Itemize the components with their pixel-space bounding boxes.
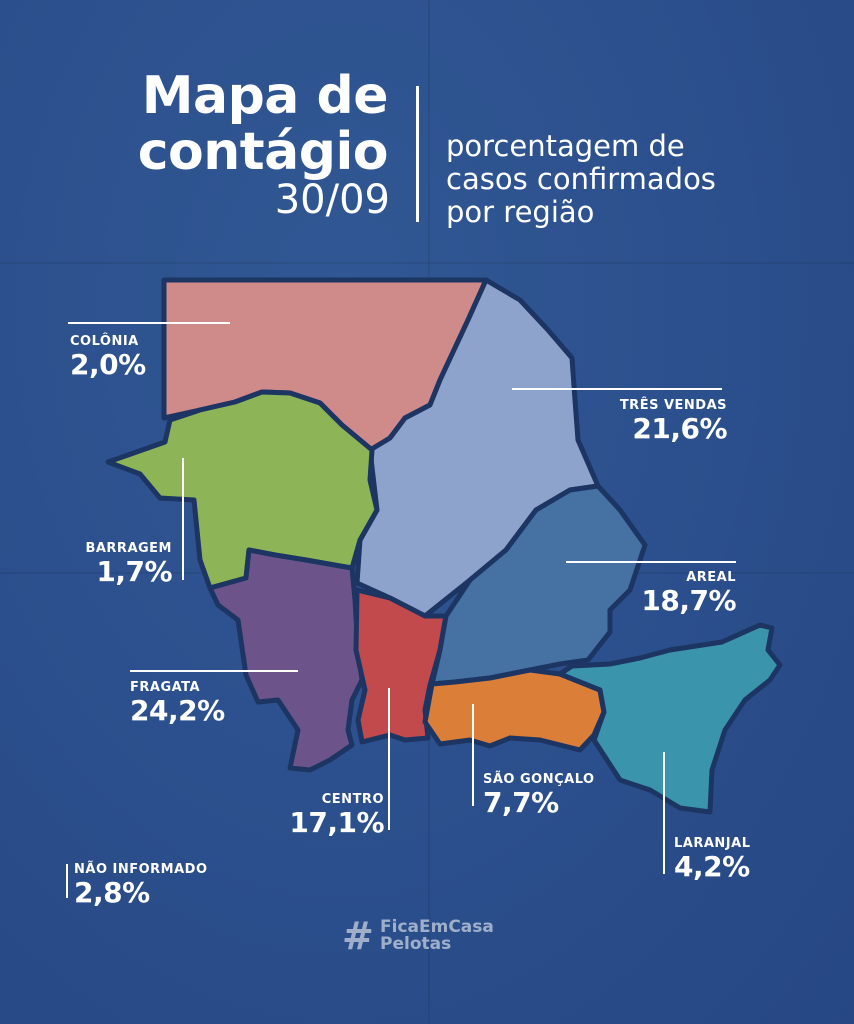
title-line-2: contágio	[137, 122, 389, 182]
region-fragata[interactable]	[207, 547, 365, 773]
label-areal-value: 18,7%	[641, 584, 736, 617]
label-sao-goncalo-name: SÃO GONÇALO	[483, 772, 595, 787]
label-sao-goncalo: SÃO GONÇALO 7,7%	[483, 772, 595, 818]
title-line-1: Mapa de	[141, 66, 389, 126]
label-laranjal: LARANJAL 4,2%	[674, 836, 750, 882]
hashtag-line-1: FicaEmCasa	[380, 917, 494, 937]
label-areal: AREAL 18,7%	[641, 570, 736, 616]
label-laranjal-value: 4,2%	[674, 850, 750, 883]
page-title: Mapa de contágio	[137, 66, 389, 182]
leader-line-centro	[388, 688, 390, 830]
date-label: 30/09	[274, 177, 390, 223]
region-laranjal[interactable]	[557, 622, 783, 815]
label-laranjal-name: LARANJAL	[674, 836, 751, 851]
leader-line-areal	[566, 561, 736, 563]
label-colonia-name: COLÔNIA	[70, 334, 139, 349]
label-nao-informado-value: 2,8%	[74, 876, 150, 909]
subtitle-line-1: porcentagem de	[446, 129, 685, 163]
leader-line-tres-vendas	[512, 388, 722, 390]
label-centro-value: 17,1%	[289, 806, 384, 839]
hashtag-line-2: Pelotas	[380, 934, 452, 954]
label-nao-informado-name: NÃO INFORMADO	[74, 862, 208, 877]
label-fragata-value: 24,2%	[130, 694, 225, 727]
leader-line-colonia	[68, 322, 230, 324]
label-nao-informado: NÃO INFORMADO 2,8%	[74, 862, 208, 908]
label-tres-vendas-name: TRÊS VENDAS	[619, 398, 727, 413]
leader-line-laranjal	[663, 752, 665, 874]
label-centro-name: CENTRO	[321, 792, 384, 807]
leader-line-barragem	[182, 458, 184, 580]
region-barragem[interactable]	[105, 389, 380, 591]
region-sao-goncalo[interactable]	[422, 667, 607, 753]
label-barragem-value: 1,7%	[96, 555, 172, 588]
label-sao-goncalo-value: 7,7%	[483, 786, 559, 819]
region-centro[interactable]	[353, 587, 449, 745]
label-fragata: FRAGATA 24,2%	[130, 680, 225, 726]
header-divider	[416, 86, 419, 222]
hash-icon: #	[342, 914, 374, 958]
label-areal-name: AREAL	[686, 570, 736, 585]
subtitle-line-3: por região	[446, 195, 595, 229]
label-barragem-name: BARRAGEM	[85, 541, 172, 556]
leader-line-fragata	[130, 670, 298, 672]
label-centro: CENTRO 17,1%	[289, 792, 384, 838]
label-tres-vendas-value: 21,6%	[632, 412, 727, 445]
label-colonia: COLÔNIA 2,0%	[70, 334, 146, 380]
label-barragem: BARRAGEM 1,7%	[85, 541, 172, 587]
paper-fold	[0, 262, 854, 264]
leader-line-sao-goncalo	[472, 704, 474, 806]
label-fragata-name: FRAGATA	[130, 680, 201, 695]
label-colonia-value: 2,0%	[70, 348, 146, 381]
subtitle-line-2: casos confirmados	[446, 162, 716, 196]
leader-line-nao-informado	[66, 864, 68, 898]
subtitle: porcentagem de casos confirmados por reg…	[446, 130, 786, 229]
label-tres-vendas: TRÊS VENDAS 21,6%	[619, 398, 728, 445]
